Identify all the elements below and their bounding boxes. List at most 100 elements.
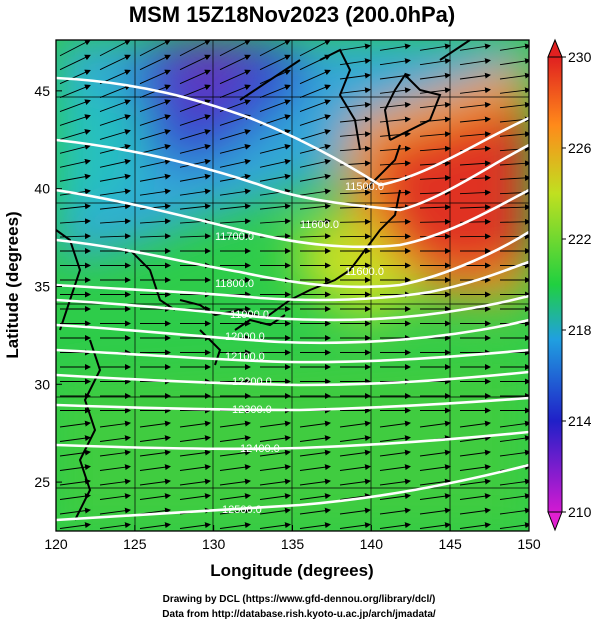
wind-arrow [99,54,131,71]
wind-arrow [459,43,491,51]
wind-arrow [219,493,251,500]
x-tick-label: 145 [438,536,462,552]
wind-arrow [99,507,131,515]
wind-arrow [299,143,331,154]
colorbar-label: 214 [568,413,592,429]
wind-arrow [179,449,211,457]
wind-arrow [299,40,331,57]
wind-arrow [219,464,251,471]
wind-arrow [219,218,251,225]
wind-arrow [219,478,251,486]
contour-label: 11900.0 [230,309,269,321]
wind-arrow [339,58,371,66]
wind-arrow [499,204,529,211]
wind-arrow [499,218,529,225]
wind-arrow [59,114,91,126]
wind-arrow [459,101,491,109]
wind-arrow [259,420,291,428]
wind-arrow [299,203,331,210]
wind-arrow [179,54,211,71]
wind-arrow [419,131,451,138]
wind-arrow [299,188,331,196]
colorbar-ticks: 210 214 218 222 226 230 [562,49,592,520]
contour-label: 12400.0 [240,443,280,455]
wind-arrow [219,143,251,154]
wind-arrow [379,58,411,66]
wind-arrow [419,145,451,152]
wind-arrow [259,522,291,529]
wind-arrow [459,522,491,529]
wind-arrow [299,114,331,126]
wind-arrow [219,69,251,85]
wind-arrow [99,420,131,428]
wind-arrow [499,101,529,109]
wind-arrow [99,40,131,57]
wind-arrow [179,420,211,428]
wind-arrow [339,420,371,428]
wind-arrow [259,478,291,486]
wind-arrow [179,173,211,182]
wind-arrow [139,420,171,428]
wind-arrow [99,173,131,182]
wind-arrow [459,160,491,167]
wind-arrow [459,435,491,442]
wind-arrow [499,435,529,442]
x-axis-ticks: 120 125 130 135 140 145 150 [44,525,541,552]
wind-arrow [379,522,411,529]
y-axis-ticks: 25 30 35 40 45 [34,83,62,490]
wind-arrow [379,507,411,515]
wind-arrow [379,101,411,109]
wind-arrow [379,449,411,457]
wind-arrow [339,493,371,500]
wind-arrow [379,160,411,167]
wind-arrow [499,43,529,51]
wind-arrow [299,158,331,168]
contour-label: 12000.0 [225,331,265,343]
height-contours [56,76,529,522]
x-tick-label: 130 [202,536,226,552]
contour-label: 12100.0 [225,351,265,363]
wind-arrow [99,233,131,240]
contour-label: 12300.0 [232,404,272,416]
wind-arrow [339,145,371,152]
wind-arrow [59,69,91,85]
wind-arrow [339,189,371,196]
map-title: MSM 15Z18Nov2023 (200.0hPa) [129,2,456,27]
wind-arrow [459,478,491,486]
wind-arrow [379,131,411,138]
wind-arrow [339,522,371,529]
wind-arrow [99,158,131,168]
contour-label: 11600.0 [345,266,384,278]
wind-arrow [299,218,331,225]
wind-arrow [139,493,171,500]
wind-arrow [219,84,251,99]
wind-arrow [139,54,171,71]
wind-arrow [59,464,91,471]
wind-arrow [459,131,491,138]
wind-arrow [139,143,171,154]
wind-arrow [259,449,291,457]
wind-arrow [179,203,211,210]
wind-arrow [339,131,371,138]
wind-arrow [179,233,211,240]
wind-arrow [259,84,291,99]
wind-arrow [419,160,451,167]
wind-arrow [179,84,211,99]
wind-arrow [299,449,331,457]
y-tick-label: 45 [34,83,50,99]
wind-arrow [219,435,251,442]
credit-drawing: Drawing by DCL (https://www.gfd-dennou.o… [163,594,436,605]
wind-arrow [259,143,291,154]
wind-arrow [139,99,171,112]
wind-arrow [179,69,211,85]
wind-arrow [259,493,291,500]
contour-label: 12500.0 [222,504,262,516]
wind-arrow [219,40,251,57]
wind-arrow [59,203,91,210]
x-tick-label: 125 [123,536,147,552]
wind-arrow [459,58,491,66]
wind-arrow [339,478,371,486]
wind-arrow [259,507,291,515]
wind-arrow [59,420,91,428]
wind-arrow [379,189,411,196]
